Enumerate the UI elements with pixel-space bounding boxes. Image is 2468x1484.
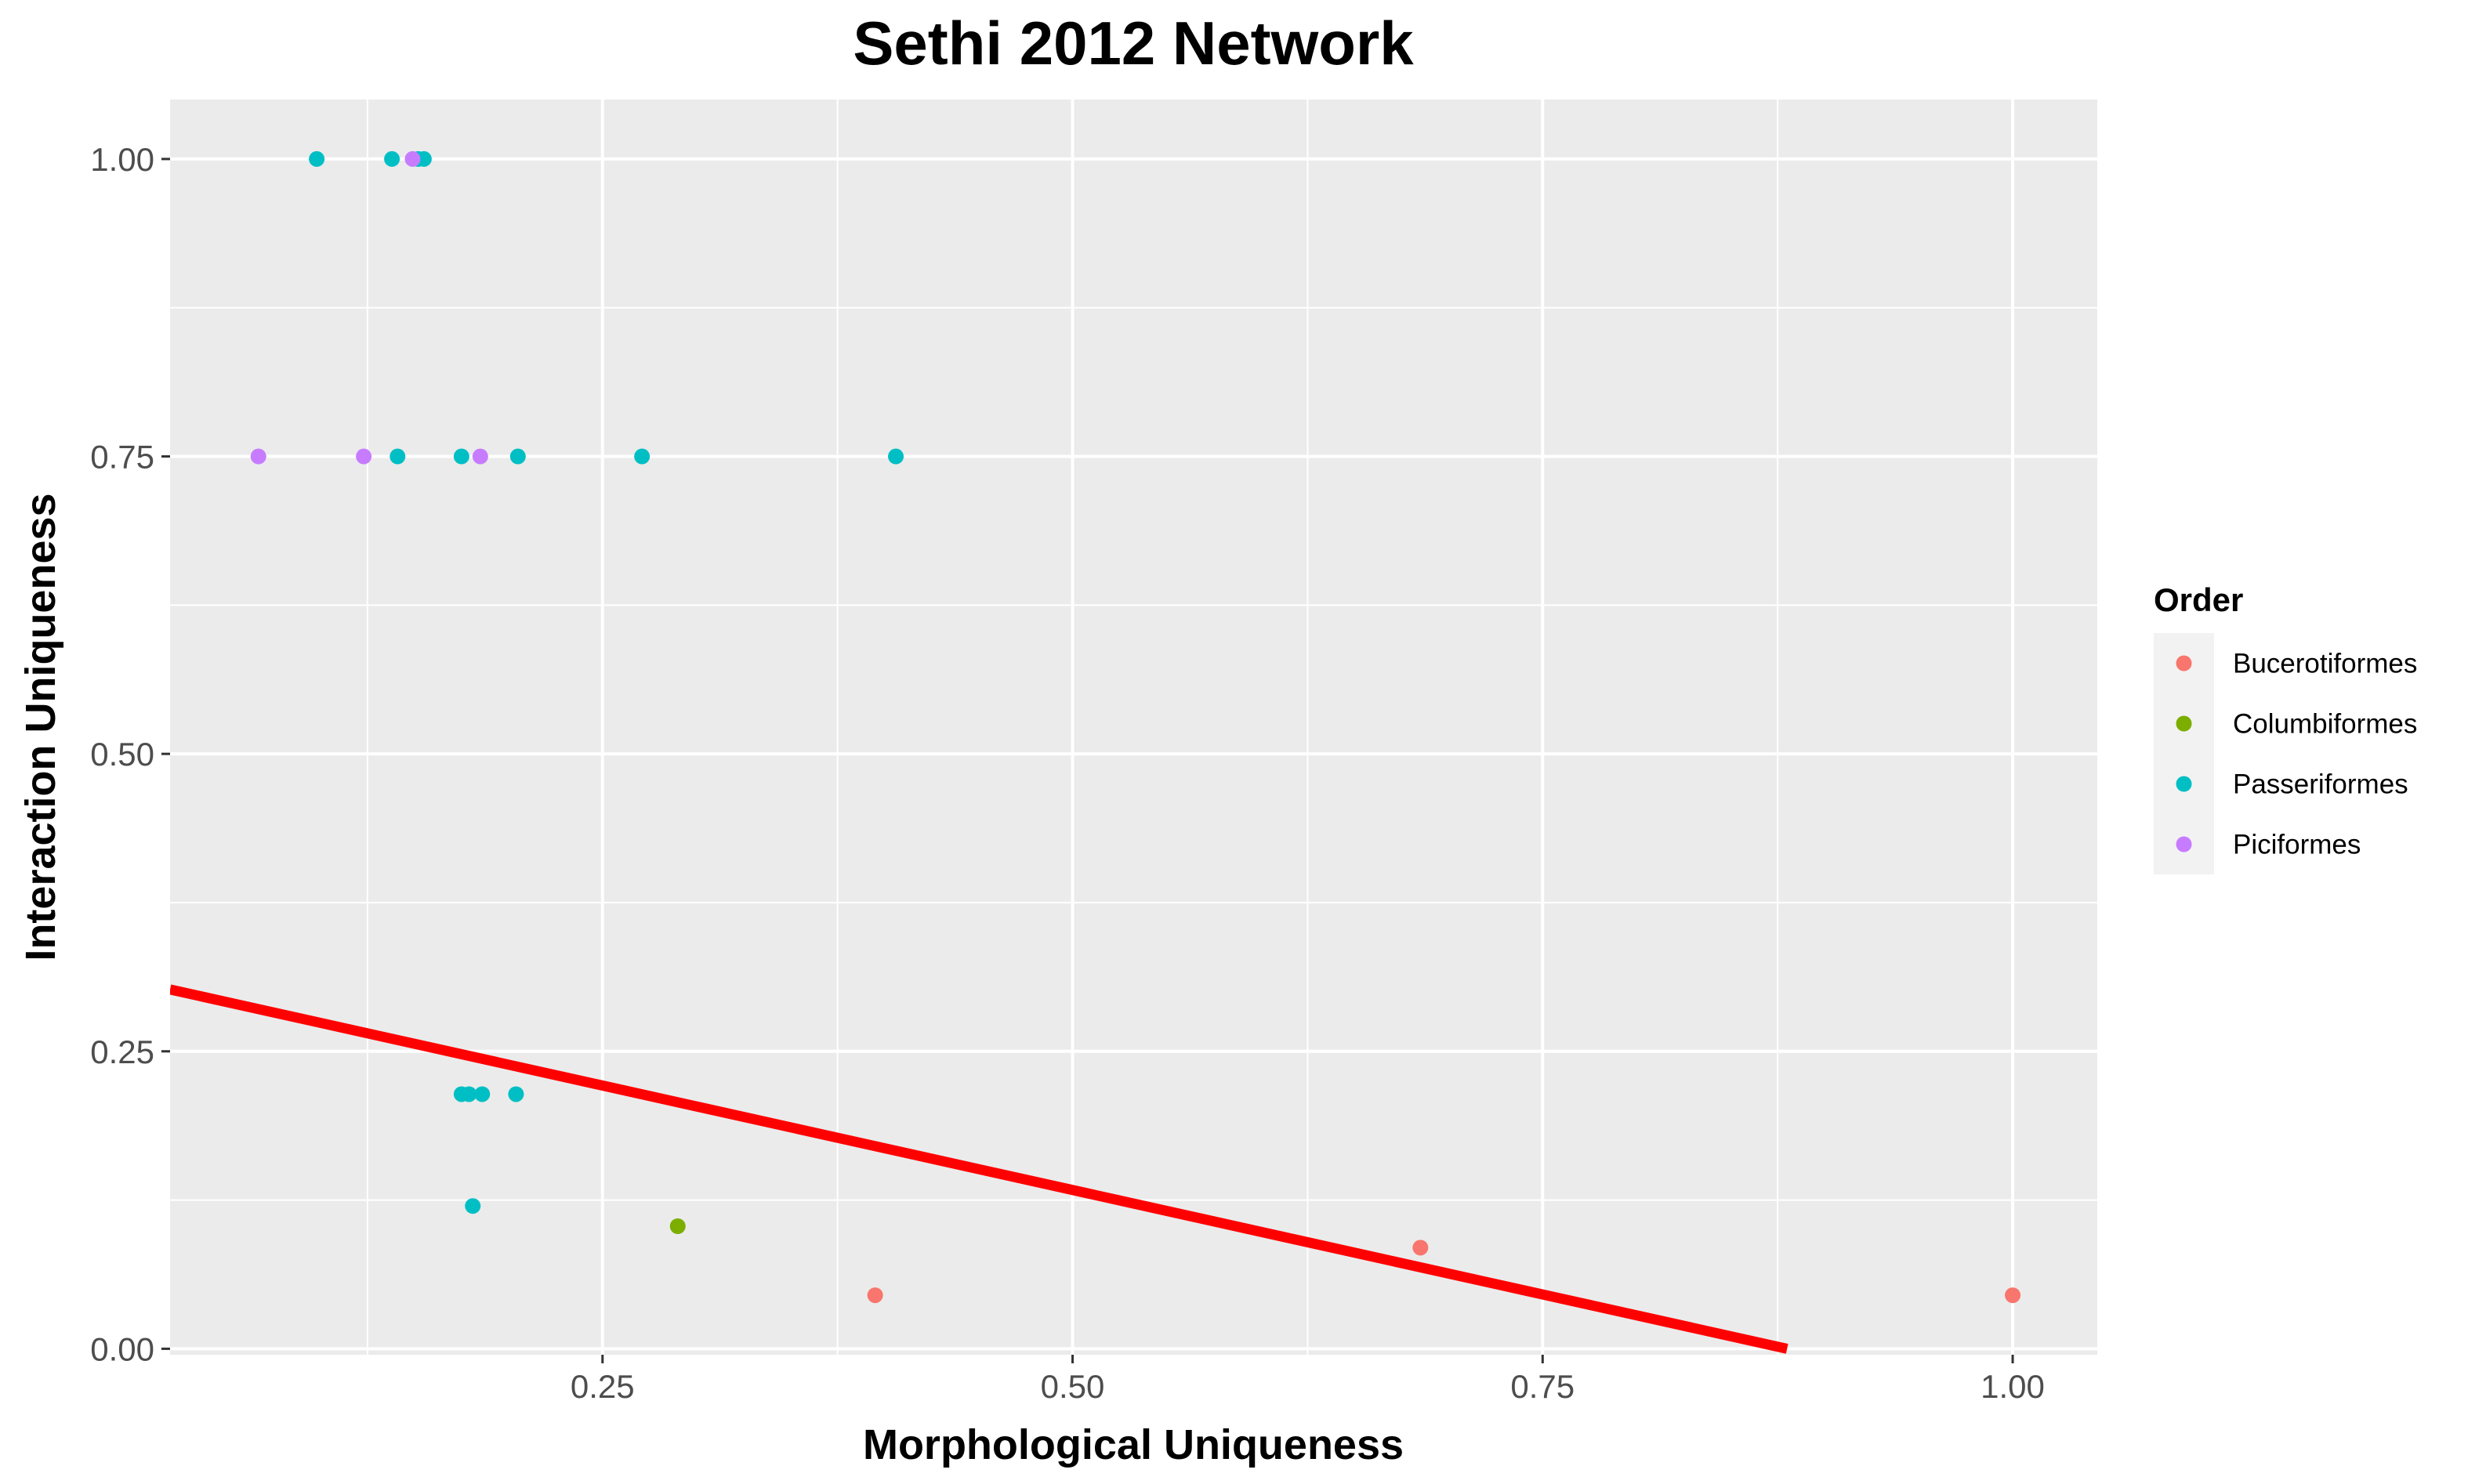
y-tick-label: 1.00 [90, 141, 154, 178]
point-piciformes [404, 150, 421, 167]
x-tick-label: 0.50 [1041, 1368, 1105, 1405]
point-passeriformes [390, 448, 406, 465]
x-tick-label: 0.75 [1510, 1368, 1575, 1405]
legend-symbol-piciformes [2176, 836, 2192, 852]
y-axis-title: Interaction Uniqueness [17, 493, 64, 961]
point-bucerotiformes [1412, 1240, 1429, 1256]
x-axis-title: Morphological Uniqueness [863, 1421, 1404, 1468]
point-piciformes [356, 448, 372, 465]
point-passeriformes [474, 1086, 491, 1102]
point-columbiformes [669, 1218, 686, 1235]
point-passeriformes [888, 448, 904, 465]
legend-title: Order [2154, 581, 2243, 618]
point-passeriformes [415, 150, 432, 167]
point-passeriformes [384, 150, 400, 167]
y-tick-label: 0.25 [90, 1033, 154, 1070]
legend-symbol-passeriformes [2176, 776, 2192, 792]
y-tick-label: 0.00 [90, 1330, 154, 1367]
x-tick-label: 1.00 [1981, 1368, 2045, 1405]
legend-label-piciformes: Piciformes [2233, 830, 2361, 860]
point-passeriformes [508, 1086, 524, 1102]
point-bucerotiformes [867, 1287, 883, 1304]
point-piciformes [472, 448, 488, 465]
point-passeriformes [465, 1198, 481, 1214]
points-layer [250, 150, 2021, 1304]
legend-symbol-bucerotiformes [2176, 655, 2192, 671]
point-passeriformes [309, 150, 325, 167]
legend-items: Bucerotiformes Columbiformes Passeriformes… [2154, 633, 2417, 874]
legend-label-passeriformes: Passeriformes [2233, 769, 2408, 800]
point-passeriformes [509, 448, 526, 465]
y-tick-label: 0.75 [90, 439, 154, 476]
y-axis: 0.00 0.25 0.50 0.75 1.00 [90, 141, 170, 1367]
point-bucerotiformes [2005, 1287, 2021, 1304]
point-passeriformes [461, 1086, 477, 1102]
point-passeriformes [634, 448, 651, 465]
legend-label-columbiformes: Columbiformes [2233, 709, 2417, 740]
legend: Order Bucerotiformes Columbiformes Passeri… [2154, 581, 2417, 874]
chart-title: Sethi 2012 Network [853, 9, 1414, 78]
x-axis: 0.25 0.50 0.75 1.00 [571, 1355, 2045, 1405]
legend-label-bucerotiformes: Bucerotiformes [2233, 649, 2417, 679]
plot-panel [170, 100, 2097, 1355]
legend-symbol-columbiformes [2176, 715, 2192, 732]
point-passeriformes [453, 448, 469, 465]
x-tick-label: 0.25 [571, 1368, 635, 1405]
point-piciformes [250, 448, 266, 465]
trend-line [170, 984, 1788, 1354]
y-tick-label: 0.50 [90, 736, 154, 773]
